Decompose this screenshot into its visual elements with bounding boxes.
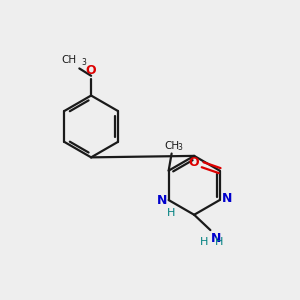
Text: N: N: [222, 192, 232, 205]
Text: N: N: [211, 232, 221, 244]
Text: CH: CH: [61, 56, 76, 65]
Text: O: O: [86, 64, 96, 77]
Text: CH: CH: [164, 141, 179, 151]
Text: H: H: [167, 208, 175, 218]
Text: 3: 3: [177, 143, 182, 152]
Text: O: O: [188, 156, 199, 169]
Text: N: N: [157, 194, 167, 207]
Text: 3: 3: [82, 58, 87, 67]
Text: H: H: [200, 237, 208, 247]
Text: H: H: [214, 237, 223, 247]
